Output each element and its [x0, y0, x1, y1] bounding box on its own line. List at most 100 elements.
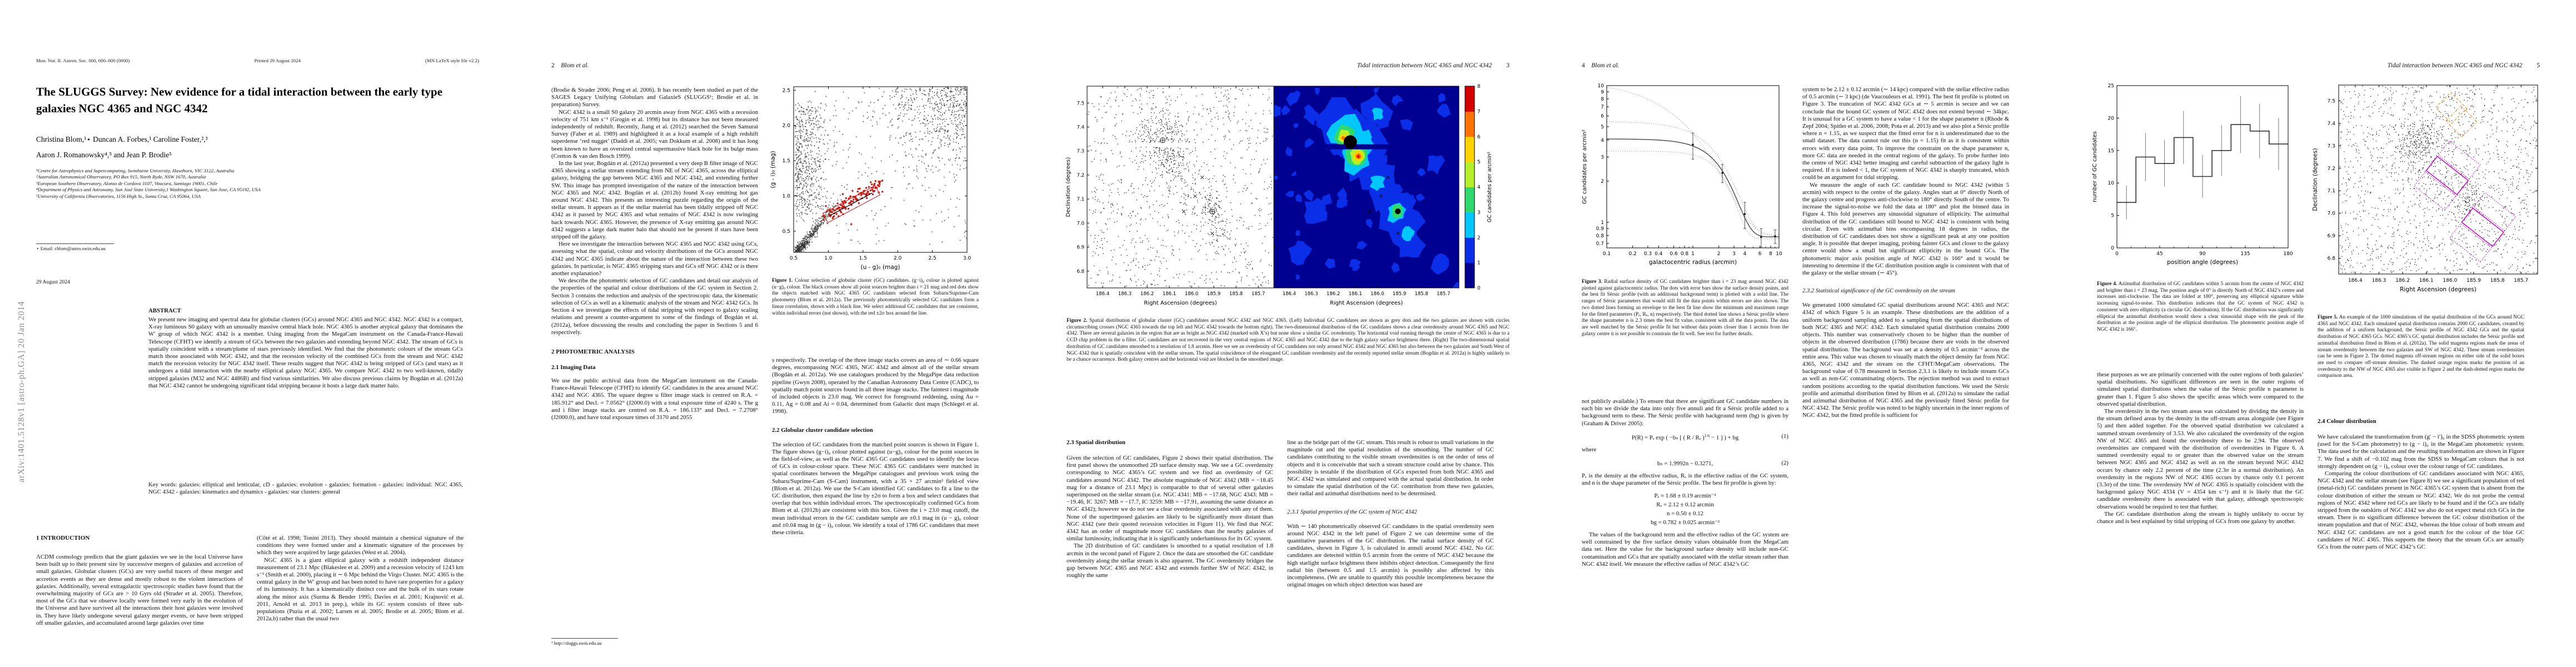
svg-text:7.4: 7.4	[2328, 121, 2336, 127]
page-5: Tidal interaction between NGC 4365 and N…	[2061, 0, 2576, 667]
column-left: these purposes as we are primarily conce…	[2097, 371, 2304, 665]
svg-text:10: 10	[1776, 251, 1782, 257]
svg-text:0.2: 0.2	[1628, 251, 1636, 257]
figure-2-spatial-distribution-plot: 186.4 186.3 186.2 186.1 186.0 185.9 185.8 185.7…	[1064, 82, 1509, 311]
svg-text:15: 15	[2108, 148, 2114, 154]
svg-text:7: 7	[1601, 104, 1604, 110]
figure-4-azimuthal-histogram: 0 45 90 135 180 0 5 10 15 20 25 position angle (deg…	[2089, 81, 2308, 276]
figure-5-caption-text: An example of the 1000 simulations of th…	[2318, 315, 2525, 379]
svg-text:0.5: 0.5	[790, 256, 798, 261]
svg-text:90: 90	[2199, 251, 2206, 257]
svg-text:0.3: 0.3	[1644, 251, 1652, 257]
svg-text:7.5: 7.5	[2328, 98, 2335, 104]
affiliations: ¹Centre for Astrophysics and Supercomput…	[36, 168, 475, 200]
page-number: 5	[2537, 62, 2540, 69]
page-number: 4	[1582, 62, 1585, 69]
svg-text:9: 9	[1601, 89, 1604, 95]
svg-text:Declination (degrees): Declination (degrees)	[2312, 148, 2319, 211]
svg-text:5: 5	[1601, 125, 1604, 130]
svg-text:185.7: 185.7	[1437, 291, 1450, 297]
svg-text:0: 0	[2115, 251, 2119, 257]
paragraph: We use the public archival data from the…	[551, 377, 758, 421]
svg-text:0.9: 0.9	[1596, 226, 1605, 232]
svg-text:186.3: 186.3	[1118, 291, 1132, 297]
affiliation: ⁵University of California Observatories,…	[36, 193, 201, 199]
running-header: Tidal interaction between NGC 4365 and N…	[1067, 62, 1509, 69]
svg-text:(u - g)₀ (mag): (u - g)₀ (mag)	[860, 264, 900, 271]
svg-text:7.1: 7.1	[2328, 188, 2335, 194]
equation-1: P(R) = Pₑ exp ( −bₙ [ ( R / Rₑ )1/n − 1 …	[1582, 433, 1788, 441]
paragraph: In the last year, Bogdán et al. (2012a) …	[551, 160, 758, 241]
svg-text:7.0: 7.0	[1077, 221, 1084, 226]
page-1: arXiv:1401.5128v1 [astro-ph.GA] 20 Jan 2…	[0, 0, 515, 667]
equation-2: bₙ = 1.9992n − 0.3271, (2)	[1582, 460, 1788, 467]
svg-text:10: 10	[2108, 181, 2115, 186]
paragraph: these purposes as we are primarily conce…	[2097, 371, 2304, 407]
svg-text:GC candidates per arcmin²: GC candidates per arcmin²	[1582, 130, 1588, 204]
svg-text:2: 2	[1717, 251, 1721, 257]
svg-text:0.6: 0.6	[1670, 251, 1678, 257]
svg-text:3: 3	[1732, 251, 1736, 257]
svg-text:2: 2	[1601, 179, 1604, 185]
figure-3-caption-label: Figure 3.	[1582, 279, 1602, 285]
section-2-3-2-heading: 2.3.2 Statistical significance of the GC…	[1802, 288, 1955, 295]
abstract-label: ABSTRACT	[148, 307, 181, 314]
footnote-rule	[551, 638, 618, 639]
svg-text:186.1: 186.1	[1163, 291, 1176, 297]
svg-text:0.5: 0.5	[783, 229, 790, 235]
best-fit-value: n = 0.50 ± 0.12	[1667, 510, 1703, 517]
svg-text:6.9: 6.9	[1077, 245, 1084, 251]
paragraph: Here we investigate the interaction betw…	[551, 241, 758, 277]
arxiv-watermark: arXiv:1401.5128v1 [astro-ph.GA] 20 Jan 2…	[17, 301, 26, 482]
paragraph: NGC 4365 is a giant elliptical galaxy wi…	[257, 556, 464, 623]
email-footnote-block: ⋆ Email: cblom@astro.swin.edu.au	[36, 243, 114, 252]
footnote-rule	[36, 243, 114, 244]
svg-text:1.5: 1.5	[859, 256, 867, 261]
svg-text:7.3: 7.3	[2328, 143, 2335, 149]
paper-title: The SLUGGS Survey: New evidence for a ti…	[36, 85, 443, 115]
svg-text:2.5: 2.5	[928, 256, 936, 261]
figure-2-caption-label: Figure 2.	[1067, 318, 1088, 323]
page-number: 3	[1506, 62, 1509, 69]
svg-text:25: 25	[2108, 83, 2114, 89]
figure-4-caption-text: Azimuthal distribution of GC candidates …	[2097, 281, 2304, 332]
paragraph: Comparing the colour distributions of GC…	[2318, 470, 2524, 551]
abstract-text: We present new imaging and spectral data…	[148, 316, 463, 389]
svg-text:7.0: 7.0	[2328, 211, 2336, 217]
footnote-url: ¹ http://sluggs.swin.edu.au	[551, 640, 602, 646]
best-fit-value: bg = 0.782 ± 0.025 arcmin⁻²	[1651, 519, 1720, 526]
svg-text:186.4: 186.4	[2348, 278, 2363, 283]
svg-text:186.2: 186.2	[1327, 291, 1340, 297]
svg-text:Right Ascension (degrees): Right Ascension (degrees)	[1330, 300, 1403, 306]
column-right: s respectively. The overlap of the three…	[772, 357, 979, 665]
journal-header: Mon. Not. R. Astron. Soc. 000, 000–000 (…	[36, 58, 479, 63]
svg-text:0.1: 0.1	[1603, 251, 1611, 257]
paragraph: (Côté et al. 1998; Tonini 2013). They sh…	[257, 535, 464, 556]
svg-text:185.7: 185.7	[1252, 291, 1265, 297]
paragraph: Given the selection of GC candidates, Fi…	[1067, 455, 1273, 542]
svg-text:186.1: 186.1	[2419, 278, 2434, 283]
authors-line-1: Christina Blom,¹⋆ Duncan A. Forbes,¹ Car…	[36, 135, 208, 143]
svg-text:186.2: 186.2	[2395, 278, 2410, 283]
figure-5-caption-label: Figure 5.	[2318, 315, 2338, 320]
svg-text:185.7: 185.7	[2514, 278, 2528, 283]
svg-text:1: 1	[1691, 251, 1695, 257]
svg-text:5: 5	[2111, 213, 2114, 219]
svg-text:2.5: 2.5	[783, 88, 790, 93]
svg-text:186.0: 186.0	[2443, 278, 2457, 283]
svg-text:Right Ascension (degrees): Right Ascension (degrees)	[2400, 286, 2477, 293]
figure-3-caption-text: Radial surface density of GC candidates …	[1582, 279, 1788, 337]
figure-3-caption: Figure 3. Radial surface density of GC c…	[1582, 279, 1788, 337]
svg-text:6: 6	[1601, 114, 1604, 120]
paragraph: ΛCDM cosmology predicts that the giant g…	[36, 554, 243, 626]
paragraph: We have calculated the transformation fr…	[2318, 434, 2524, 470]
running-title: Blom et al.	[1591, 62, 1620, 69]
svg-text:0.8: 0.8	[1681, 251, 1689, 257]
svg-text:2: 2	[1477, 235, 1481, 241]
section-2-2-heading: 2.2 Globular cluster candidate selection	[772, 426, 873, 434]
paragraph: We measure the angle of each GC candidat…	[1802, 181, 2009, 277]
svg-text:186.4: 186.4	[1096, 291, 1109, 297]
figure-1-colour-selection-plot: 0.5 1.0 1.5 2.0 2.5 3.0 0.5 1.0 1.5 2.0 2.5 (u - g)…	[768, 83, 979, 275]
figure-5-caption: Figure 5. An example of the 1000 simulat…	[2318, 315, 2524, 380]
paragraph: Pₑ is the density at the effective radiu…	[1582, 472, 1788, 486]
